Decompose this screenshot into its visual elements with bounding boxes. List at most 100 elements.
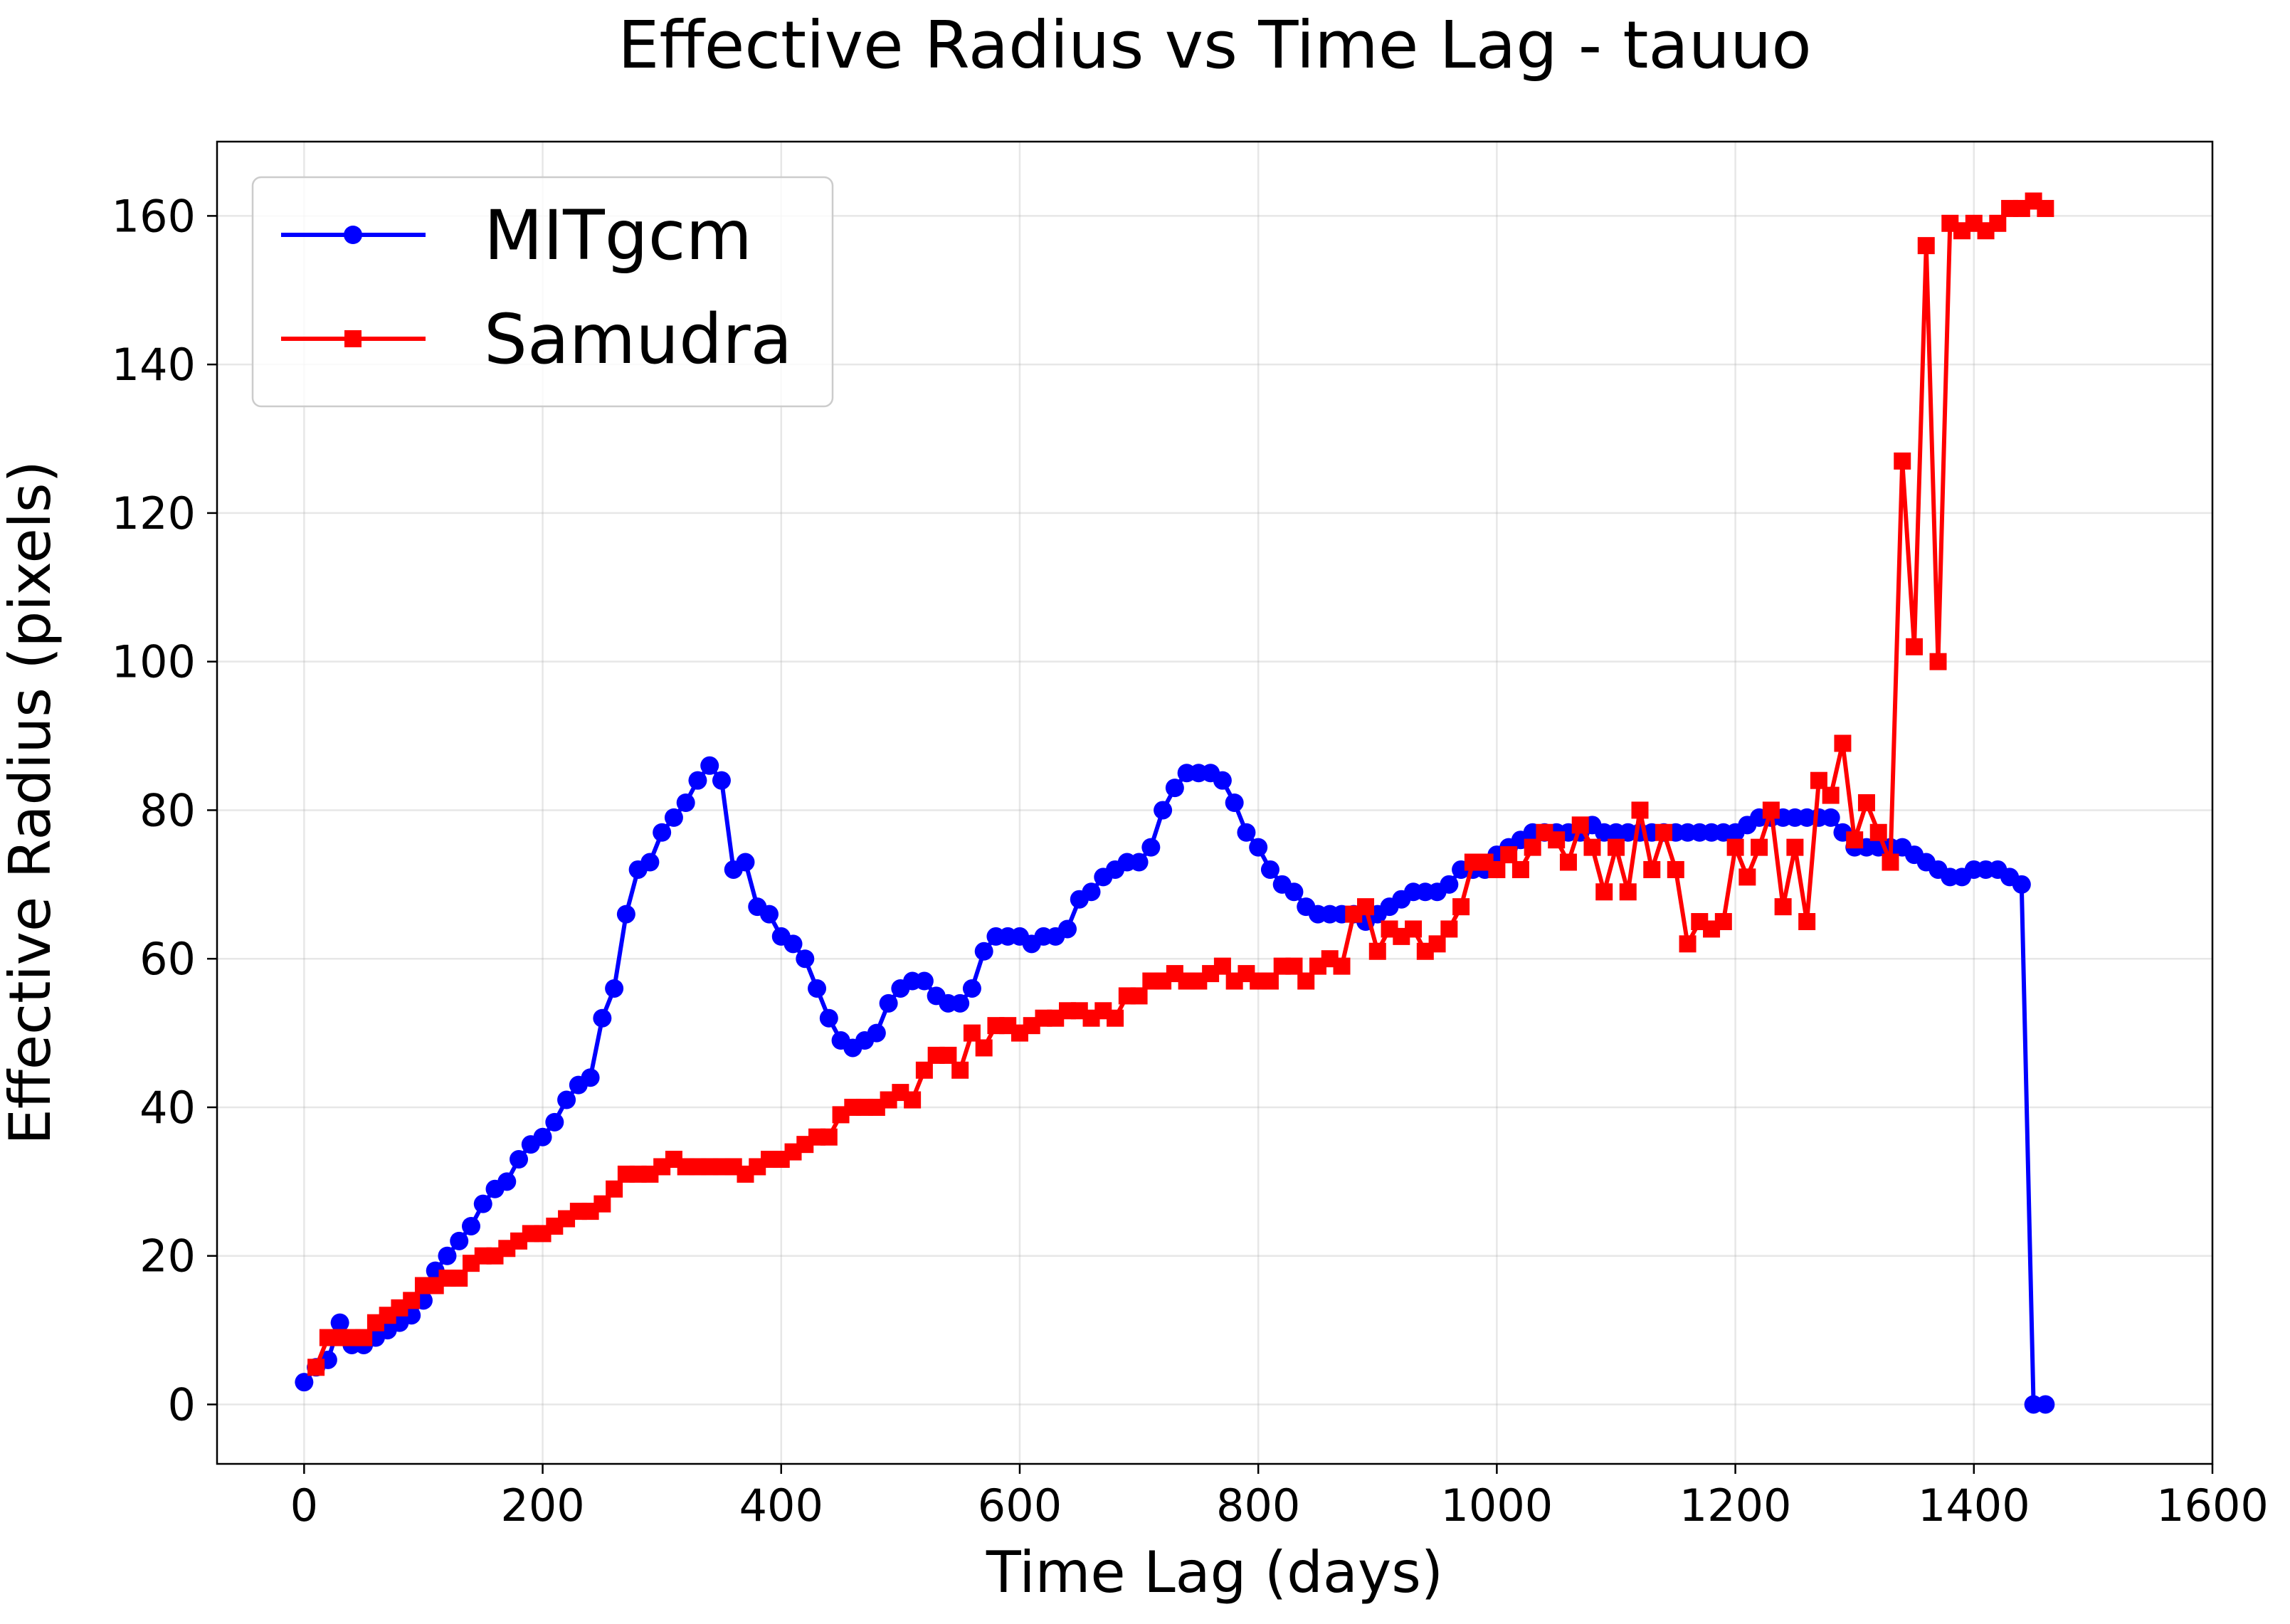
legend-label-mitgcm: MITgcm	[484, 196, 752, 275]
data-point-mitgcm	[1284, 882, 1304, 902]
data-point-samudra	[820, 1128, 838, 1146]
data-point-samudra	[1751, 838, 1768, 856]
data-point-samudra	[951, 1061, 969, 1079]
data-point-samudra	[1726, 838, 1744, 856]
data-point-samudra	[904, 1091, 922, 1109]
data-point-mitgcm	[1225, 793, 1244, 812]
data-point-samudra	[1368, 942, 1386, 960]
data-point-samudra	[593, 1195, 611, 1213]
axis-ticks: 0 200 400 600 800 1000 1200 1400 1600 0 20 40 60 80 10…	[112, 190, 2269, 1531]
data-point-samudra	[1643, 860, 1661, 878]
data-point-samudra	[1798, 913, 1816, 931]
data-point-samudra	[403, 1292, 421, 1309]
y-tick-label: 20	[139, 1230, 196, 1282]
y-tick-label: 60	[139, 933, 196, 985]
data-point-samudra	[1559, 853, 1577, 871]
legend-marker-samudra	[344, 330, 362, 347]
legend: MITgcm Samudra	[251, 176, 834, 408]
data-point-mitgcm	[1440, 875, 1459, 894]
data-point-samudra	[1869, 823, 1887, 841]
data-point-samudra	[1297, 972, 1315, 990]
data-point-samudra	[1667, 860, 1684, 878]
y-tick-label: 160	[112, 190, 196, 242]
data-point-samudra	[1548, 831, 1566, 849]
y-tick-label: 80	[139, 784, 196, 836]
data-point-samudra	[1333, 957, 1351, 975]
data-point-samudra	[355, 1329, 373, 1346]
data-point-mitgcm	[2036, 1395, 2055, 1414]
data-point-samudra	[1500, 846, 1518, 864]
data-point-samudra	[1357, 898, 1375, 916]
data-point-samudra	[963, 1024, 981, 1042]
data-point-mitgcm	[1249, 838, 1268, 857]
data-point-mitgcm	[605, 979, 624, 998]
data-point-mitgcm	[760, 905, 779, 924]
data-point-samudra	[1905, 638, 1923, 655]
data-point-samudra	[1679, 935, 1697, 953]
data-point-mitgcm	[688, 771, 707, 790]
data-point-mitgcm	[461, 1216, 480, 1235]
x-tick-label: 400	[739, 1480, 823, 1531]
chart-title: Effective Radius vs Time Lag - tauuo	[618, 7, 1811, 83]
legend-item-samudra: Samudra	[281, 300, 792, 379]
data-point-mitgcm	[1141, 838, 1161, 857]
data-point-samudra	[1285, 957, 1303, 975]
data-point-mitgcm	[1821, 808, 1840, 827]
data-point-mitgcm	[736, 853, 755, 872]
data-point-samudra	[1130, 987, 1148, 1005]
data-point-mitgcm	[796, 949, 815, 969]
y-tick-label: 100	[112, 636, 196, 688]
data-point-mitgcm	[545, 1112, 564, 1132]
data-point-mitgcm	[676, 793, 695, 812]
y-tick-label: 0	[168, 1378, 196, 1430]
data-point-samudra	[975, 1039, 993, 1057]
data-point-mitgcm	[616, 905, 635, 924]
x-axis-label: Time Lag (days)	[986, 1539, 1443, 1605]
data-point-samudra	[307, 1359, 325, 1376]
data-point-mitgcm	[653, 823, 672, 842]
data-point-samudra	[1440, 920, 1458, 938]
y-tick-label: 120	[112, 487, 196, 539]
series-mitgcm	[295, 756, 2055, 1414]
legend-marker-mitgcm	[344, 226, 362, 244]
data-point-samudra	[1261, 972, 1279, 990]
data-point-mitgcm	[700, 756, 719, 775]
x-tick-label: 1400	[1918, 1480, 2030, 1531]
data-point-samudra	[1607, 838, 1625, 856]
data-point-samudra	[1822, 786, 1840, 804]
data-point-mitgcm	[1058, 919, 1077, 939]
x-tick-label: 800	[1216, 1480, 1300, 1531]
x-tick-label: 600	[978, 1480, 1062, 1531]
data-point-mitgcm	[808, 979, 827, 998]
data-point-samudra	[1857, 794, 1875, 811]
data-point-samudra	[1488, 860, 1506, 878]
data-point-samudra	[450, 1270, 468, 1287]
y-axis-label: Effective Radius (pixels)	[0, 460, 63, 1145]
data-point-samudra	[1405, 920, 1423, 938]
data-point-mitgcm	[962, 979, 981, 998]
data-point-samudra	[1583, 838, 1601, 856]
data-point-samudra	[1428, 935, 1446, 953]
data-point-samudra	[915, 1061, 933, 1079]
plot-frame	[216, 140, 2214, 1465]
data-point-samudra	[1213, 957, 1231, 975]
data-point-samudra	[1989, 214, 2007, 232]
data-point-samudra	[606, 1180, 623, 1198]
data-point-mitgcm	[295, 1373, 314, 1392]
data-point-mitgcm	[1154, 801, 1173, 820]
data-point-mitgcm	[533, 1127, 552, 1146]
data-point-mitgcm	[473, 1194, 492, 1213]
data-point-mitgcm	[1237, 823, 1256, 842]
data-point-mitgcm	[497, 1172, 517, 1191]
data-point-mitgcm	[438, 1246, 457, 1265]
data-point-mitgcm	[1082, 882, 1101, 902]
data-point-mitgcm	[819, 1008, 838, 1028]
data-point-mitgcm	[593, 1008, 612, 1028]
data-point-mitgcm	[510, 1150, 529, 1169]
y-tick-label: 40	[139, 1082, 196, 1134]
data-point-samudra	[1810, 771, 1827, 789]
data-point-mitgcm	[640, 853, 660, 872]
data-point-mitgcm	[1260, 860, 1279, 879]
data-point-samudra	[1524, 838, 1541, 856]
